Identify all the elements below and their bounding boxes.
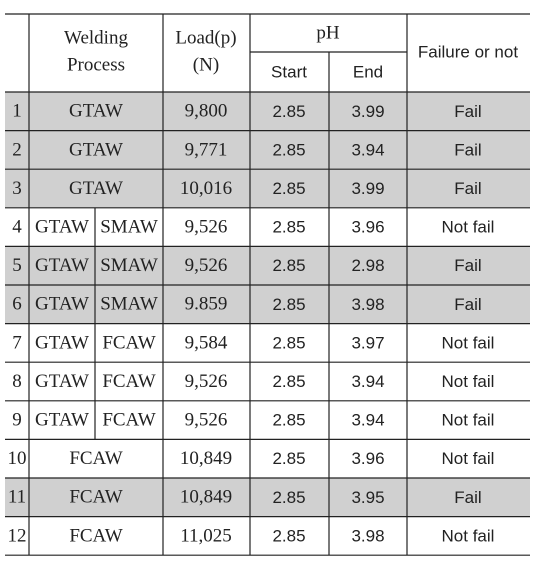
- cell-process: FCAW: [69, 448, 122, 469]
- cell-no: 8: [12, 371, 22, 392]
- cell-load: 9,800: [185, 101, 228, 122]
- cell-load: 9.859: [185, 294, 228, 315]
- cell-load: 9,526: [185, 371, 228, 392]
- cell-process: GTAW: [69, 178, 123, 199]
- header-end: End: [353, 62, 383, 81]
- cell-process: FCAW: [102, 332, 155, 353]
- cell-process: GTAW: [35, 409, 89, 430]
- cell-load: 9,771: [185, 139, 228, 160]
- cell-end: 3.96: [351, 218, 384, 237]
- cell-start: 2.85: [272, 179, 305, 198]
- cell-start: 2.85: [272, 102, 305, 121]
- header-ph: pH: [316, 22, 340, 43]
- cell-failure: Not fail: [442, 411, 495, 430]
- cell-no: 7: [12, 332, 22, 353]
- cell-end: 3.96: [351, 449, 384, 468]
- cell-start: 2.85: [272, 449, 305, 468]
- cell-end: 3.94: [351, 140, 384, 159]
- cell-process: GTAW: [35, 332, 89, 353]
- cell-failure: Not fail: [442, 526, 495, 545]
- row-shade: [5, 169, 530, 208]
- cell-load: 10,849: [180, 487, 232, 508]
- cell-failure: Fail: [454, 295, 481, 314]
- cell-end: 3.94: [351, 372, 384, 391]
- cell-process: FCAW: [102, 409, 155, 430]
- cell-no: 6: [12, 294, 22, 315]
- cell-no: 11: [8, 487, 26, 508]
- cell-end: 3.94: [351, 411, 384, 430]
- cell-load: 9,584: [185, 332, 228, 353]
- cell-no: 10: [8, 448, 27, 469]
- header-start: Start: [271, 62, 307, 81]
- cell-end: 3.98: [351, 295, 384, 314]
- cell-end: 3.97: [351, 333, 384, 352]
- header-load: Load(p): [175, 27, 236, 48]
- cell-load: 10,849: [180, 448, 232, 469]
- header-welding: Process: [67, 54, 125, 75]
- cell-no: 5: [12, 255, 22, 276]
- cell-process: GTAW: [35, 371, 89, 392]
- cell-end: 3.98: [351, 526, 384, 545]
- cell-start: 2.85: [272, 140, 305, 159]
- cell-end: 3.99: [351, 179, 384, 198]
- cell-process: SMAW: [100, 216, 158, 237]
- cell-process: FCAW: [69, 525, 122, 546]
- cell-end: 3.95: [351, 488, 384, 507]
- cell-load: 9,526: [185, 255, 228, 276]
- cell-failure: Not fail: [442, 372, 495, 391]
- cell-failure: Not fail: [442, 333, 495, 352]
- row-shade: [5, 285, 530, 324]
- cell-start: 2.85: [272, 256, 305, 275]
- header-welding: Welding: [64, 27, 128, 48]
- cell-failure: Fail: [454, 102, 481, 121]
- cell-no: 2: [12, 139, 22, 160]
- cell-no: 1: [12, 101, 22, 122]
- cell-start: 2.85: [272, 333, 305, 352]
- header-load: (N): [193, 54, 219, 75]
- cell-start: 2.85: [272, 295, 305, 314]
- cell-no: 3: [12, 178, 22, 199]
- cell-start: 2.85: [272, 526, 305, 545]
- cell-load: 9,526: [185, 409, 228, 430]
- cell-load: 9,526: [185, 216, 228, 237]
- cell-no: 9: [12, 409, 22, 430]
- cell-process: GTAW: [35, 255, 89, 276]
- cell-failure: Fail: [454, 179, 481, 198]
- cell-process: FCAW: [102, 371, 155, 392]
- cell-failure: Fail: [454, 488, 481, 507]
- cell-end: 2.98: [351, 256, 384, 275]
- row-shade: [5, 478, 530, 517]
- cell-end: 3.99: [351, 102, 384, 121]
- cell-process: GTAW: [35, 216, 89, 237]
- cell-failure: Fail: [454, 256, 481, 275]
- cell-process: SMAW: [100, 255, 158, 276]
- row-shade: [5, 92, 530, 131]
- cell-process: SMAW: [100, 294, 158, 315]
- cell-failure: Fail: [454, 140, 481, 159]
- cell-process: GTAW: [69, 101, 123, 122]
- cell-load: 10,016: [180, 178, 232, 199]
- row-shade: [5, 130, 530, 170]
- row-shade: [5, 246, 530, 285]
- cell-no: 12: [8, 525, 27, 546]
- cell-load: 11,025: [180, 525, 232, 546]
- cell-start: 2.85: [272, 218, 305, 237]
- cell-process: FCAW: [69, 487, 122, 508]
- cell-failure: Not fail: [442, 449, 495, 468]
- header-failure: Failure or not: [418, 42, 518, 61]
- cell-start: 2.85: [272, 411, 305, 430]
- cell-start: 2.85: [272, 488, 305, 507]
- cell-start: 2.85: [272, 372, 305, 391]
- cell-failure: Not fail: [442, 218, 495, 237]
- cell-process: GTAW: [69, 139, 123, 160]
- cell-no: 4: [12, 216, 22, 237]
- cell-process: GTAW: [35, 294, 89, 315]
